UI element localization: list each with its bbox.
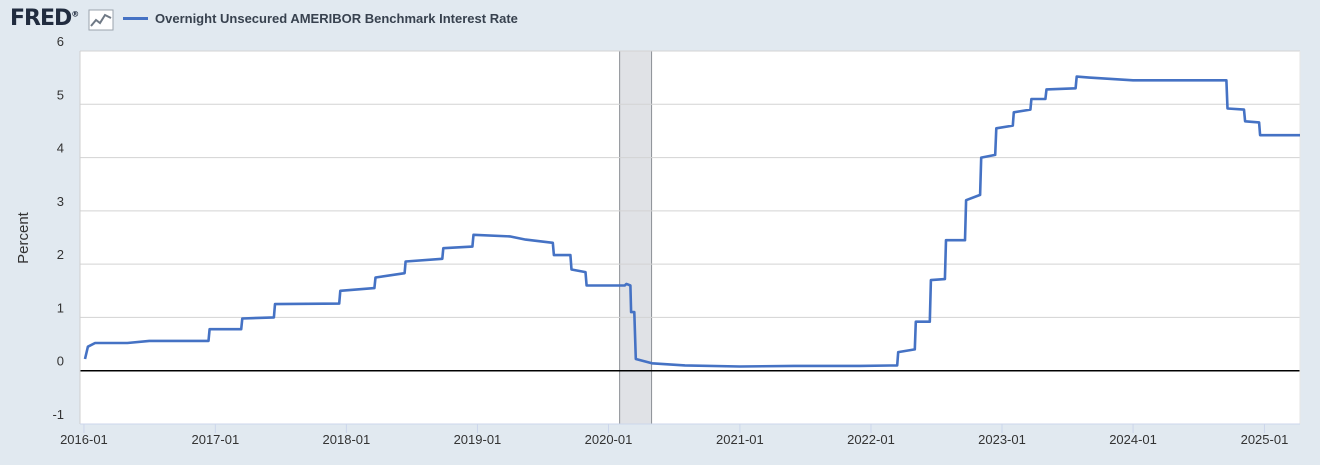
chart-header: FRED® Overnight Unsecured AMERIBOR Bench…: [0, 0, 1320, 40]
legend: Overnight Unsecured AMERIBOR Benchmark I…: [123, 11, 518, 26]
x-tick-label: 2017-01: [191, 432, 239, 447]
y-axis: -1 0 1 2 3 4 5 6: [52, 34, 64, 422]
y-tick-label: 4: [57, 141, 64, 156]
x-tick-label: 2018-01: [323, 432, 371, 447]
x-tick-label: 2023-01: [978, 432, 1026, 447]
recession-layer: [619, 50, 653, 425]
fred-logo-registered-mark: ®: [71, 9, 79, 19]
line-graph-icon: [88, 9, 114, 31]
y-tick-label: 5: [57, 87, 64, 102]
x-tick-label: 2016-01: [60, 432, 108, 447]
x-tick-label: 2020-01: [585, 432, 633, 447]
x-tick-label: 2019-01: [454, 432, 502, 447]
legend-swatch: [123, 17, 148, 20]
x-tick-label: 2021-01: [716, 432, 764, 447]
y-tick-label: 3: [57, 194, 64, 209]
recession-shading: [619, 50, 653, 425]
fred-logo[interactable]: FRED®: [10, 6, 79, 31]
legend-series-label[interactable]: Overnight Unsecured AMERIBOR Benchmark I…: [155, 11, 518, 26]
plot-background: [80, 51, 1300, 424]
y-tick-label: 2: [57, 247, 64, 262]
y-tick-label: 1: [57, 300, 64, 315]
y-tick-label: -1: [52, 407, 64, 422]
gridlines: [79, 50, 1301, 425]
x-tick-label: 2022-01: [847, 432, 895, 447]
x-tick-label: 2025-01: [1241, 432, 1289, 447]
x-tick-label: 2024-01: [1109, 432, 1157, 447]
fred-logo-text: FRED: [10, 6, 72, 31]
y-tick-label: 0: [57, 354, 64, 369]
y-tick-label: 6: [57, 34, 64, 49]
series-line: [83, 75, 1300, 368]
x-axis: 2016-01 2017-01 2018-01 2019-01 2020-01 2021-…: [60, 424, 1288, 447]
y-axis-title: Percent: [15, 211, 32, 264]
